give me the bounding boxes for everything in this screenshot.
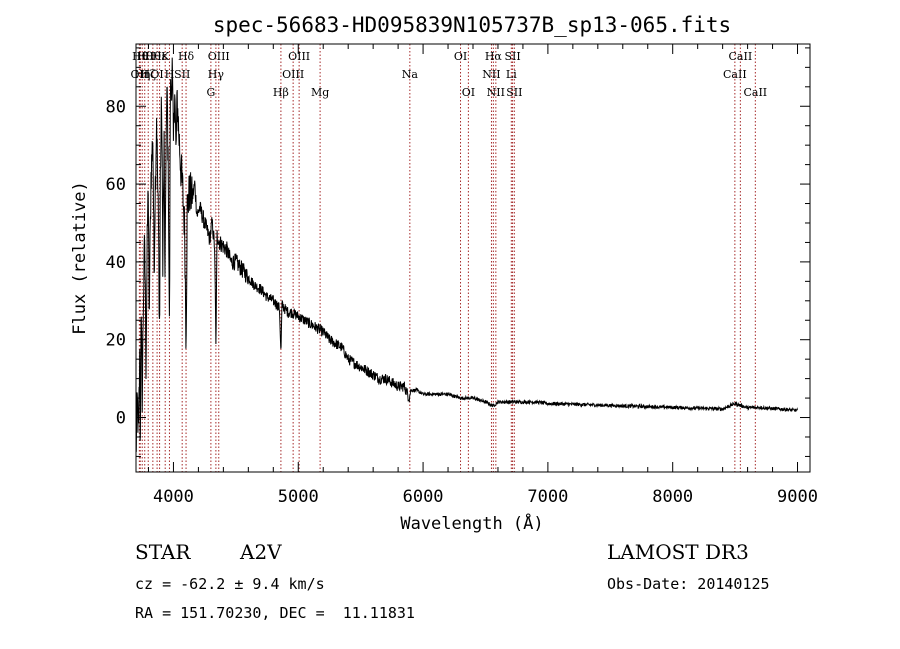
line-marker-label: OIII: [208, 50, 230, 63]
line-marker-label: SII: [506, 86, 522, 99]
line-marker-label: CaII: [723, 68, 747, 81]
line-marker-label: OIII: [282, 68, 304, 81]
line-marker-label: Hα: [485, 50, 503, 63]
axis-ticks: 4000 5000 6000 7000 8000 9000 0 20 40 60 80: [106, 44, 818, 507]
line-marker-label: OI: [150, 68, 163, 81]
x-tick-label: 5000: [278, 487, 319, 507]
line-marker-label: Mg: [311, 86, 329, 99]
redshift-value: cz = -62.2 ± 9.4 km/s: [135, 575, 325, 593]
line-marker-label: NII: [487, 86, 505, 99]
y-axis-label: Flux (relative): [70, 181, 90, 335]
line-marker-label: OIII: [288, 50, 310, 63]
x-axis-label: Wavelength (Å): [400, 512, 543, 534]
x-tick-label: 8000: [652, 487, 693, 507]
line-marker-label: K: [161, 50, 170, 63]
line-marker-label: Hθ: [137, 50, 154, 63]
line-marker-label: NII: [482, 68, 500, 81]
x-tick-label: 6000: [403, 487, 444, 507]
line-marker-label: Hβ: [273, 86, 289, 99]
line-marker-label: SII: [504, 50, 520, 63]
spectrum-line: [135, 57, 798, 452]
line-marker-label: OI: [462, 86, 475, 99]
line-marker-label: Hγ: [208, 68, 225, 81]
chart-title: spec-56683-HD095839N105737B_sp13-065.fit…: [213, 13, 731, 37]
line-marker-label: Li: [506, 68, 517, 81]
y-tick-label: 80: [106, 97, 126, 117]
y-tick-label: 0: [116, 409, 126, 429]
line-marker-label: Hθ: [145, 50, 162, 63]
line-marker-label: SII: [174, 68, 190, 81]
spectral-subclass: A2V: [240, 540, 282, 564]
line-marker-label: Hε: [152, 50, 168, 63]
line-marker-label: G: [206, 86, 215, 99]
observation-date: Obs-Date: 20140125: [607, 575, 770, 593]
x-tick-label: 9000: [777, 487, 818, 507]
y-tick-label: 20: [106, 331, 126, 351]
emission-line-markers: [138, 44, 756, 472]
line-marker-label: OI: [454, 50, 467, 63]
line-marker-label: Hη: [134, 68, 150, 81]
y-tick-label: 60: [106, 175, 126, 195]
line-marker-label: Hδ: [178, 50, 195, 63]
line-marker-label: OII: [131, 68, 149, 81]
line-marker-label: Na: [402, 68, 419, 81]
x-tick-label: 7000: [527, 487, 568, 507]
survey-name: LAMOST DR3: [607, 540, 749, 564]
line-marker-label: CaII: [743, 86, 767, 99]
line-marker-label: Hζ: [140, 68, 156, 81]
line-marker-label: CaII: [729, 50, 753, 63]
coordinates: RA = 151.70230, DEC = 11.11831: [135, 604, 415, 622]
x-tick-label: 4000: [153, 487, 194, 507]
line-marker-label: H: [165, 68, 175, 81]
y-tick-label: 40: [106, 253, 126, 273]
object-class: STAR: [135, 540, 191, 564]
